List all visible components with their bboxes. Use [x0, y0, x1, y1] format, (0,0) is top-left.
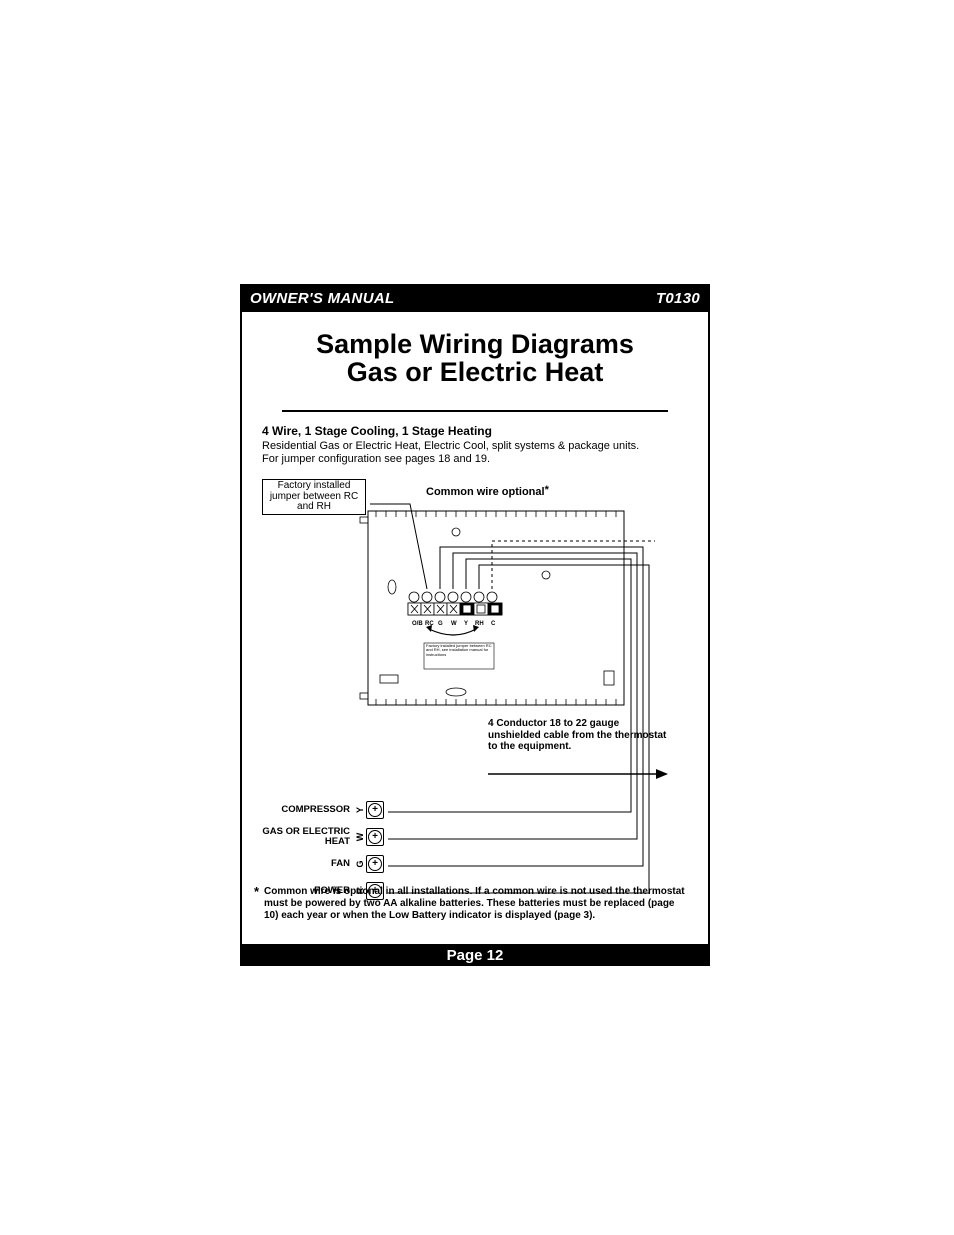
header-bar: OWNER'S MANUAL T0130: [240, 284, 710, 312]
svg-text:C: C: [491, 621, 496, 627]
subbody-line2: For jumper configuration see pages 18 an…: [262, 453, 490, 465]
title-line1: Sample Wiring Diagrams: [316, 329, 634, 359]
tiny-jumper-note: Factory installed jumper between RC and …: [426, 644, 492, 657]
subbody-line1: Residential Gas or Electric Heat, Electr…: [262, 440, 639, 452]
header-right: T0130: [656, 290, 700, 307]
terminal-label: FAN: [260, 858, 354, 869]
terminal-label: COMPRESSOR: [260, 804, 354, 815]
arrow-icon: [488, 768, 668, 780]
header-left: OWNER'S MANUAL: [250, 290, 394, 307]
title-line2: Gas or Electric Heat: [347, 357, 604, 387]
cable-note: 4 Conductor 18 to 22 gauge unshielded ca…: [488, 718, 668, 753]
screw-icon: +: [366, 801, 384, 819]
svg-text:O/B: O/B: [412, 621, 423, 627]
footnote-text: Common wire is optional in all installat…: [264, 886, 685, 921]
sub-description: Residential Gas or Electric Heat, Electr…: [262, 440, 688, 465]
footnote: * Common wire is optional in all install…: [264, 886, 688, 922]
page-body: Sample Wiring Diagrams Gas or Electric H…: [240, 312, 710, 944]
terminal-letter: G: [355, 858, 365, 870]
jumper-note-box: Factory installed jumper between RC and …: [262, 479, 366, 515]
common-wire-label: Common wire optional*: [426, 484, 549, 498]
terminal-label: GAS OR ELECTRIC HEAT: [260, 827, 354, 846]
svg-text:Y: Y: [464, 621, 468, 627]
terminal-letter: Y: [355, 804, 365, 816]
title-underline: [282, 410, 668, 412]
document-page: OWNER'S MANUAL T0130 Sample Wiring Diagr…: [240, 284, 710, 966]
svg-text:G: G: [438, 621, 443, 627]
terminal-row: COMPRESSOR Y +: [260, 796, 384, 823]
asterisk-icon: *: [254, 884, 259, 900]
screw-icon: +: [366, 855, 384, 873]
svg-text:RH: RH: [475, 621, 484, 627]
footer-bar: Page 12: [240, 944, 710, 966]
terminal-row: GAS OR ELECTRIC HEAT W +: [260, 823, 384, 850]
thermostat-diagram: O/B RC G W Y RH C Factory installed jump…: [354, 497, 644, 717]
subheading: 4 Wire, 1 Stage Cooling, 1 Stage Heating: [262, 424, 492, 438]
page-title: Sample Wiring Diagrams Gas or Electric H…: [242, 330, 708, 387]
terminal-row: FAN G +: [260, 850, 384, 877]
terminal-letter: W: [355, 831, 365, 843]
screw-icon: +: [366, 828, 384, 846]
page-number: Page 12: [447, 947, 504, 964]
svg-text:W: W: [451, 621, 457, 627]
